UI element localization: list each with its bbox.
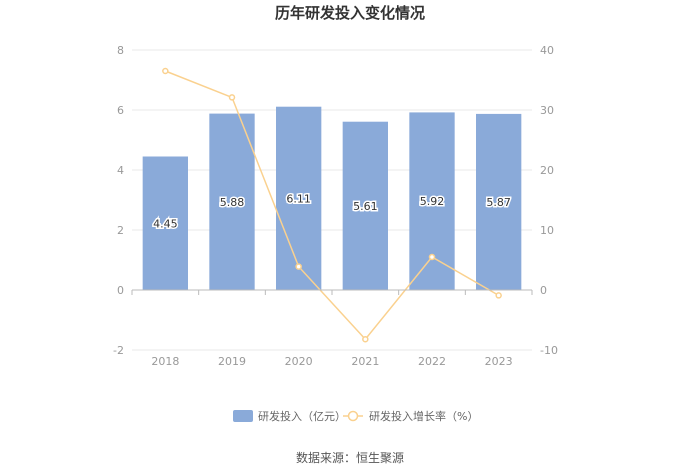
data-source: 数据来源：恒生聚源 bbox=[296, 450, 404, 465]
y-left-tick-label: 8 bbox=[117, 44, 124, 57]
y-right-tick-label: 20 bbox=[540, 164, 554, 177]
growth-point bbox=[362, 335, 369, 343]
legend: 研发投入（亿元） 研发投入增长率（%） bbox=[233, 409, 478, 423]
legend-line-marker bbox=[347, 410, 359, 422]
bar-value-label: 5.88 bbox=[220, 196, 245, 209]
x-tick-label: 2023 bbox=[485, 355, 513, 368]
y-left-tick-label: 6 bbox=[117, 104, 124, 117]
growth-line bbox=[165, 70, 500, 341]
growth-point bbox=[228, 94, 236, 101]
x-tick-label: 2021 bbox=[351, 355, 379, 368]
line-series bbox=[162, 67, 502, 343]
y-left-tick-label: -2 bbox=[113, 344, 124, 357]
growth-point bbox=[162, 67, 169, 75]
bar-value-label: 6.11 bbox=[286, 192, 311, 205]
y-right-tick-label: 40 bbox=[540, 44, 554, 57]
y-right-tick-label: -10 bbox=[540, 344, 558, 357]
axes: -2 0 2 4 6 8 -10 0 10 20 30 40 2018 2019 2020 2021 2022 2… bbox=[113, 44, 558, 368]
growth-point bbox=[295, 263, 302, 270]
bar bbox=[276, 106, 322, 290]
chart-title: 历年研发投入变化情况 bbox=[275, 4, 425, 22]
y-right-tick-label: 30 bbox=[540, 104, 554, 117]
growth-point bbox=[495, 292, 502, 299]
y-left-tick-label: 2 bbox=[117, 224, 124, 237]
bar bbox=[342, 121, 388, 290]
x-tick-label: 2020 bbox=[285, 355, 313, 368]
y-right-tick-label: 0 bbox=[540, 284, 547, 297]
growth-point bbox=[428, 253, 436, 261]
legend-bar-label: 研发投入（亿元） bbox=[258, 409, 346, 423]
y-right-tick-label: 10 bbox=[540, 224, 554, 237]
bar-series: 4.45 5.88 6.11 5.61 5.92 5.87 bbox=[142, 106, 522, 291]
bar bbox=[476, 113, 522, 291]
grid bbox=[132, 49, 532, 351]
bar bbox=[142, 156, 188, 290]
bar bbox=[209, 113, 255, 290]
legend-line-label: 研发投入增长率（%） bbox=[369, 409, 478, 423]
x-tick-label: 2018 bbox=[151, 355, 179, 368]
bar-value-label: 5.87 bbox=[486, 196, 511, 209]
bar-value-label: 5.61 bbox=[353, 200, 378, 213]
bar-value-label: 4.45 bbox=[153, 217, 178, 230]
bar-value-label: 5.92 bbox=[420, 195, 445, 208]
y-left-tick-label: 0 bbox=[117, 284, 124, 297]
bar bbox=[409, 112, 455, 291]
y-left-tick-label: 4 bbox=[117, 164, 124, 177]
x-tick-label: 2022 bbox=[418, 355, 446, 368]
x-tick-label: 2019 bbox=[218, 355, 246, 368]
legend-bar-swatch bbox=[233, 410, 253, 422]
